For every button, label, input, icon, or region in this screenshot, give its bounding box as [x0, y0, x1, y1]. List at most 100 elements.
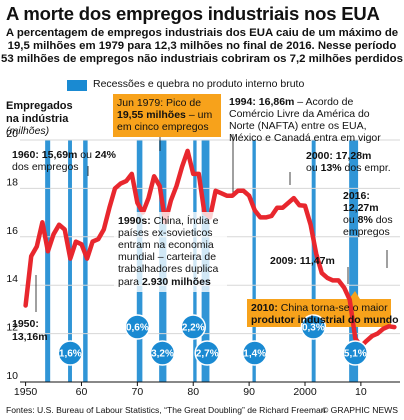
annotation-1960-value: 1960: 15,69m	[12, 149, 77, 161]
x-tick-label: 60	[76, 386, 88, 398]
subtitle-line: 53 milhões de empregos não industriais c…	[1, 53, 403, 65]
x-tick-label: 80	[187, 386, 199, 398]
recession-band	[252, 140, 256, 382]
annotation-2016-line3-pre: ou	[343, 214, 358, 226]
annotation-1994-line: Comércio Livre da América do	[229, 108, 370, 120]
gdp-drop-bubble	[124, 314, 151, 340]
annotation-2016-year: 2016:	[343, 190, 370, 202]
annotation-1960: 1960: 15,69m ou 24% dos empregos	[12, 149, 119, 173]
annotation-1979: Jun 1979: Pico de 19,55 milhões – um em c…	[117, 97, 215, 133]
gdp-drop-bubble	[300, 314, 327, 340]
annotation-1994-value: 1994: 16,86m	[229, 96, 294, 108]
annotation-1950-line: 13,16m	[12, 331, 48, 343]
note-1990s-backdrop	[114, 212, 227, 292]
note-box-2010-pointer	[349, 291, 360, 299]
annotation-2000-value: 2000: 17,28m	[306, 150, 371, 162]
annotation-1990s-label: 1990s:	[118, 215, 151, 227]
y-tick-label: 12	[6, 322, 18, 334]
annotation-2016-line4: empregos	[343, 226, 390, 238]
annotation-1994-line: Norte (NAFTA) entre os EUA,	[229, 120, 367, 132]
gdp-drop-bubble	[194, 340, 220, 366]
gdp-drop-label: 1,4%	[243, 349, 266, 360]
x-tick-label: 1950	[14, 386, 38, 398]
gdp-drop-label: 1,6%	[59, 349, 82, 360]
annotation-2016-pct: 8%	[358, 214, 374, 226]
gdp-drop-label: 5,1%	[344, 349, 367, 360]
x-tick-label: 70	[132, 386, 144, 398]
page-title: A morte dos empregos industriais nos EUA	[6, 3, 380, 24]
gdp-drop-bubble	[57, 340, 84, 366]
y-axis-label: Empregados na indústria	[6, 100, 73, 125]
annotation-2016-line3-post: dos	[373, 214, 393, 226]
x-tick-label: 90	[243, 386, 255, 398]
subtitle-line: 19,5 milhões em 1979 para 12,3 milhões n…	[7, 40, 397, 52]
annotation-2016-value: 12,27m	[343, 202, 379, 214]
legend-label: Recessões e quebra no produto interno br…	[93, 78, 305, 90]
y-tick-label: 18	[6, 176, 18, 188]
gdp-drop-bubble	[342, 340, 369, 366]
annotation-1990s-line: trabalhadores duplica	[118, 263, 219, 275]
source-footer: Fontes: U.S. Bureau of Labour Statistics…	[6, 405, 326, 415]
annotation-1979-text: – um	[189, 109, 213, 121]
annotation-2009: 2009: 11,47m	[270, 255, 335, 267]
annotation-1979-line3: em cinco empregos	[117, 121, 209, 133]
gdp-drop-label: 2,7%	[196, 349, 219, 360]
annotation-2010: 2010: China torna-se o maior produtor in…	[251, 302, 399, 326]
annotation-1990s-last-pre: para	[118, 276, 142, 288]
x-tick-label: 10	[355, 386, 367, 398]
annotation-2000-line2-post: dos empr.	[342, 162, 391, 174]
y-tick-label: 20	[6, 128, 18, 140]
x-tick-label: 2000	[293, 386, 317, 398]
gdp-drop-bubble	[149, 340, 176, 366]
recession-band	[45, 140, 51, 382]
annotation-1990s-line: mundial – carteira de	[118, 251, 216, 263]
annotation-1960-pct: 24%	[95, 149, 117, 161]
annotation-1994: 1994: 16,86m – Acordo de Comércio Livre …	[229, 96, 381, 144]
subtitle-line: A percentagem de empregos industriais do…	[5, 27, 399, 39]
annotation-leaders	[35, 134, 388, 312]
annotation-1990s-line: países ex-sovieticos	[118, 227, 213, 239]
gdp-drop-bubble	[241, 340, 268, 366]
subtitle: A percentagem de empregos industriais do…	[0, 27, 404, 66]
annotation-1994-line: México e Canadá entra em vigor	[229, 132, 381, 144]
annotation-1990s-last-value: 2.930 milhões	[142, 276, 211, 288]
y-tick-label: 14	[6, 273, 18, 285]
annotation-2010-year: 2010:	[251, 302, 278, 314]
annotation-1960-connector: ou	[77, 149, 95, 161]
annotation-2010-line2: produtor industrial do mundo	[251, 314, 399, 326]
gdp-drop-bubble	[180, 314, 206, 340]
annotation-2016: 2016: 12,27m ou 8% dos empregos	[343, 190, 396, 238]
gdp-drop-label: 2,2%	[182, 323, 205, 334]
gdp-drop-label: 0,3%	[302, 323, 325, 334]
annotation-1979-line1: Jun 1979: Pico de	[117, 97, 201, 109]
brand-credit: © GRAPHIC NEWS	[321, 405, 398, 415]
annotation-2000: 2000: 17,28m ou 13% dos empr.	[306, 150, 391, 174]
annotation-1990s: 1990s: China, Índia e países ex-sovietic…	[118, 214, 221, 288]
annotation-1950-line: 1950:	[12, 318, 39, 330]
y-tick-label: 10	[6, 370, 18, 382]
annotation-2000-pct: 13%	[321, 162, 343, 174]
recession-band	[68, 140, 72, 382]
annotation-2010-text: China torna-se o maior	[278, 302, 388, 314]
recession-band	[349, 140, 359, 382]
y-tick-labels: 10 12 14 16 18 20	[6, 128, 18, 382]
gdp-drop-bubbles: 1,6% 0,6% 3,2% 2,2% 2,7% 1,4% 0,3% 5,1%	[57, 314, 369, 366]
note-box-1979	[113, 94, 221, 137]
legend-swatch-recession	[67, 80, 87, 91]
annotation-1960-line2: dos empregos	[12, 161, 79, 173]
annotation-1950: 1950: 13,16m	[12, 318, 48, 343]
annotation-1994-text: – Acordo de	[294, 96, 353, 108]
annotation-2000-line2-pre: ou	[306, 162, 321, 174]
annotation-1979-value: 19,55 milhões	[117, 109, 186, 121]
grid-lines	[20, 139, 400, 383]
gdp-drop-label: 0,6%	[126, 323, 149, 334]
y-axis-label-line: Empregados	[6, 100, 73, 112]
x-tick-labels: 1950 60 70 80 90 2000 10	[14, 382, 367, 398]
annotation-1990s-first: China, Índia e	[151, 214, 219, 227]
y-tick-label: 16	[6, 225, 18, 237]
annotation-1990s-line: entram na economia	[118, 239, 214, 251]
y-axis-label-line: na indústria	[6, 112, 69, 125]
recession-band	[311, 140, 316, 382]
recession-band	[83, 140, 88, 382]
